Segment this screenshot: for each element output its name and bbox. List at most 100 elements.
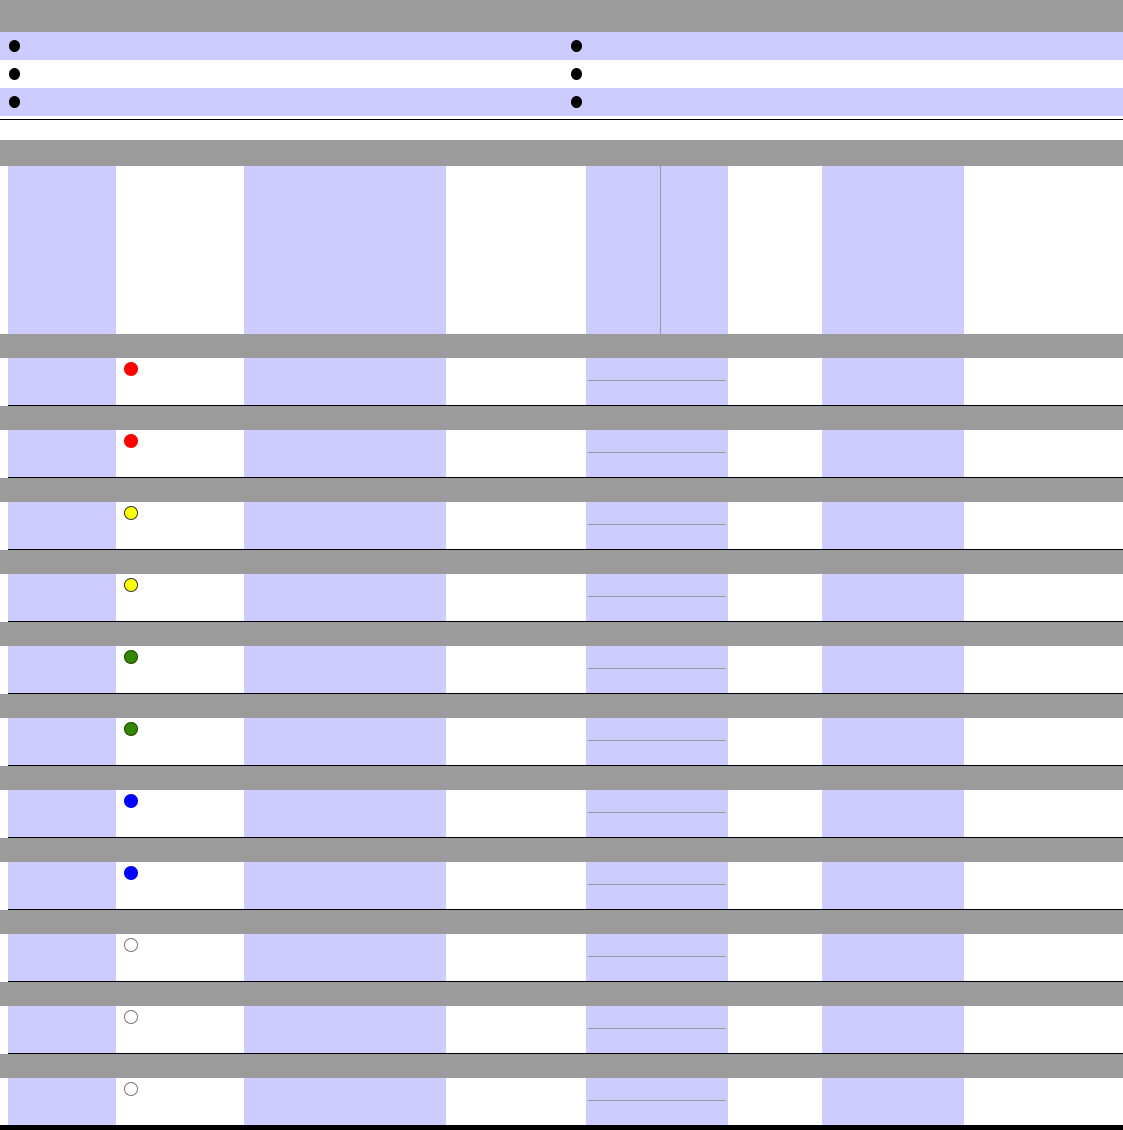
table-cell: [586, 358, 728, 405]
table-cell: [822, 718, 964, 765]
table-cell: [822, 430, 964, 477]
legend-row: [0, 32, 1123, 60]
table-cell: [822, 862, 964, 909]
cell-divider: [588, 668, 726, 669]
table-cell: [8, 430, 116, 477]
table-row[interactable]: [0, 718, 1123, 765]
table-cell: [8, 1078, 116, 1125]
status-indicator-icon: [124, 722, 138, 736]
top-header-bar: [0, 0, 1123, 32]
status-indicator-icon: [124, 362, 138, 376]
table-cell: [8, 934, 116, 981]
table-cell: [8, 1006, 116, 1053]
bullet-icon: [9, 96, 20, 108]
cell-divider: [588, 452, 726, 453]
header-cell: [8, 166, 116, 334]
table-bottom-border: [0, 1125, 1123, 1130]
table-cell: [822, 646, 964, 693]
table-row[interactable]: [0, 430, 1123, 477]
group-header-bar: [0, 694, 1123, 718]
row-separator: [8, 1053, 1123, 1054]
table-cell: [586, 430, 728, 477]
table-cell: [586, 934, 728, 981]
table-row[interactable]: [0, 574, 1123, 621]
bullet-icon: [571, 68, 582, 80]
row-separator: [8, 765, 1123, 766]
status-indicator-icon: [124, 506, 138, 520]
status-indicator-icon: [124, 650, 138, 664]
table-cell: [586, 502, 728, 549]
table-cell: [586, 1078, 728, 1125]
table-cell: [244, 718, 446, 765]
row-separator: [8, 405, 1123, 406]
table-cell: [8, 646, 116, 693]
cell-divider: [588, 1100, 726, 1101]
legend-row: [0, 88, 1123, 116]
bullet-icon: [571, 40, 582, 52]
group-header-bar: [0, 406, 1123, 430]
table-cell: [822, 934, 964, 981]
table-title-bar: [0, 140, 1123, 166]
row-separator: [8, 837, 1123, 838]
bullet-icon: [9, 68, 20, 80]
table-cell: [822, 790, 964, 837]
group-header-bar: [0, 766, 1123, 790]
table-row[interactable]: [0, 862, 1123, 909]
table-row[interactable]: [0, 502, 1123, 549]
header-cell: [244, 166, 446, 334]
row-separator: [8, 981, 1123, 982]
table-cell: [586, 646, 728, 693]
group-header-bar: [0, 550, 1123, 574]
table-cell: [822, 358, 964, 405]
header-divider: [660, 166, 661, 334]
table-cell: [822, 502, 964, 549]
row-separator: [8, 477, 1123, 478]
table-cell: [8, 574, 116, 621]
table-row[interactable]: [0, 1078, 1123, 1125]
row-separator: [8, 909, 1123, 910]
table-cell: [8, 718, 116, 765]
table-row[interactable]: [0, 646, 1123, 693]
status-indicator-icon: [124, 1010, 138, 1024]
cell-divider: [588, 812, 726, 813]
table-cell: [822, 574, 964, 621]
table-row[interactable]: [0, 934, 1123, 981]
group-header-bar: [0, 334, 1123, 358]
table-cell: [244, 1006, 446, 1053]
table-cell: [244, 574, 446, 621]
table-cell: [8, 358, 116, 405]
group-header-bar: [0, 910, 1123, 934]
status-indicator-icon: [124, 434, 138, 448]
table-row[interactable]: [0, 358, 1123, 405]
group-header-bar: [0, 982, 1123, 1006]
table-cell: [244, 502, 446, 549]
table-cell: [244, 934, 446, 981]
divider: [0, 119, 1123, 120]
cell-divider: [588, 884, 726, 885]
table-cell: [244, 430, 446, 477]
table-row[interactable]: [0, 790, 1123, 837]
table-row[interactable]: [0, 1006, 1123, 1053]
table-cell: [8, 790, 116, 837]
status-indicator-icon: [124, 938, 138, 952]
table-cell: [244, 358, 446, 405]
group-header-bar: [0, 838, 1123, 862]
group-header-bar: [0, 1054, 1123, 1078]
bullet-icon: [9, 40, 20, 52]
header-cell: [822, 166, 964, 334]
row-separator: [8, 549, 1123, 550]
table-cell: [8, 502, 116, 549]
group-header-bar: [0, 622, 1123, 646]
cell-divider: [588, 1028, 726, 1029]
row-separator: [8, 621, 1123, 622]
table-cell: [244, 1078, 446, 1125]
table-cell: [244, 862, 446, 909]
table-cell: [244, 790, 446, 837]
legend-row: [0, 60, 1123, 88]
row-separator: [8, 693, 1123, 694]
table-cell: [586, 1006, 728, 1053]
status-indicator-icon: [124, 794, 138, 808]
header-cell: [586, 166, 728, 334]
bullet-icon: [571, 96, 582, 108]
table-cell: [586, 718, 728, 765]
